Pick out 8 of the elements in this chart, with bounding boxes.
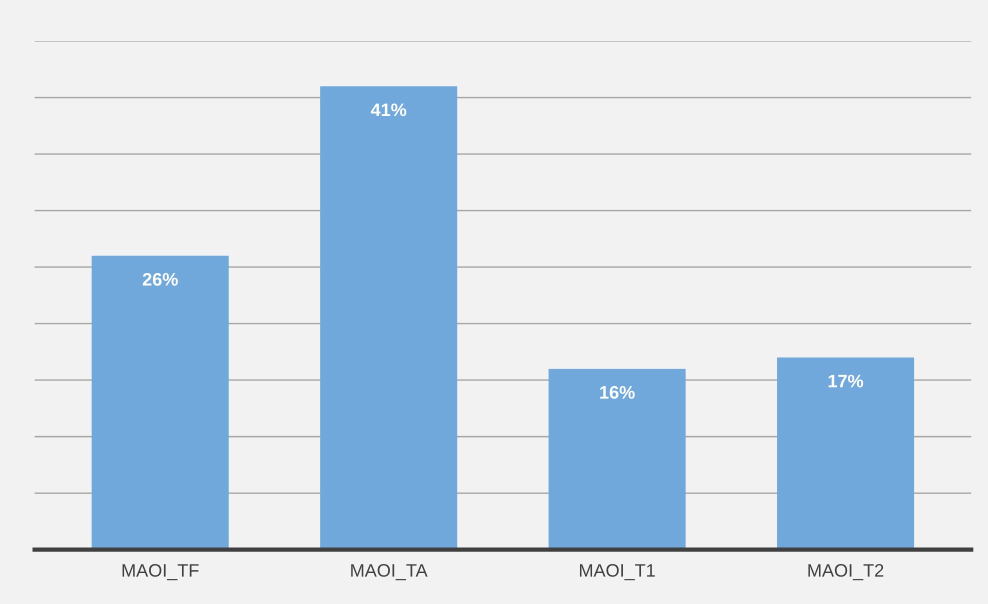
x-tick-label: MAOI_TA — [351, 564, 428, 580]
data-label: 16% — [600, 386, 635, 399]
data-label: 41% — [370, 103, 406, 116]
x-tick-label: MAOI_TF — [122, 564, 199, 580]
x-tick-label: MAOI_T1 — [580, 564, 655, 580]
data-label: 17% — [828, 374, 864, 388]
data-label: 26% — [142, 272, 178, 286]
x-tick-label: MAOI_T2 — [808, 564, 884, 580]
